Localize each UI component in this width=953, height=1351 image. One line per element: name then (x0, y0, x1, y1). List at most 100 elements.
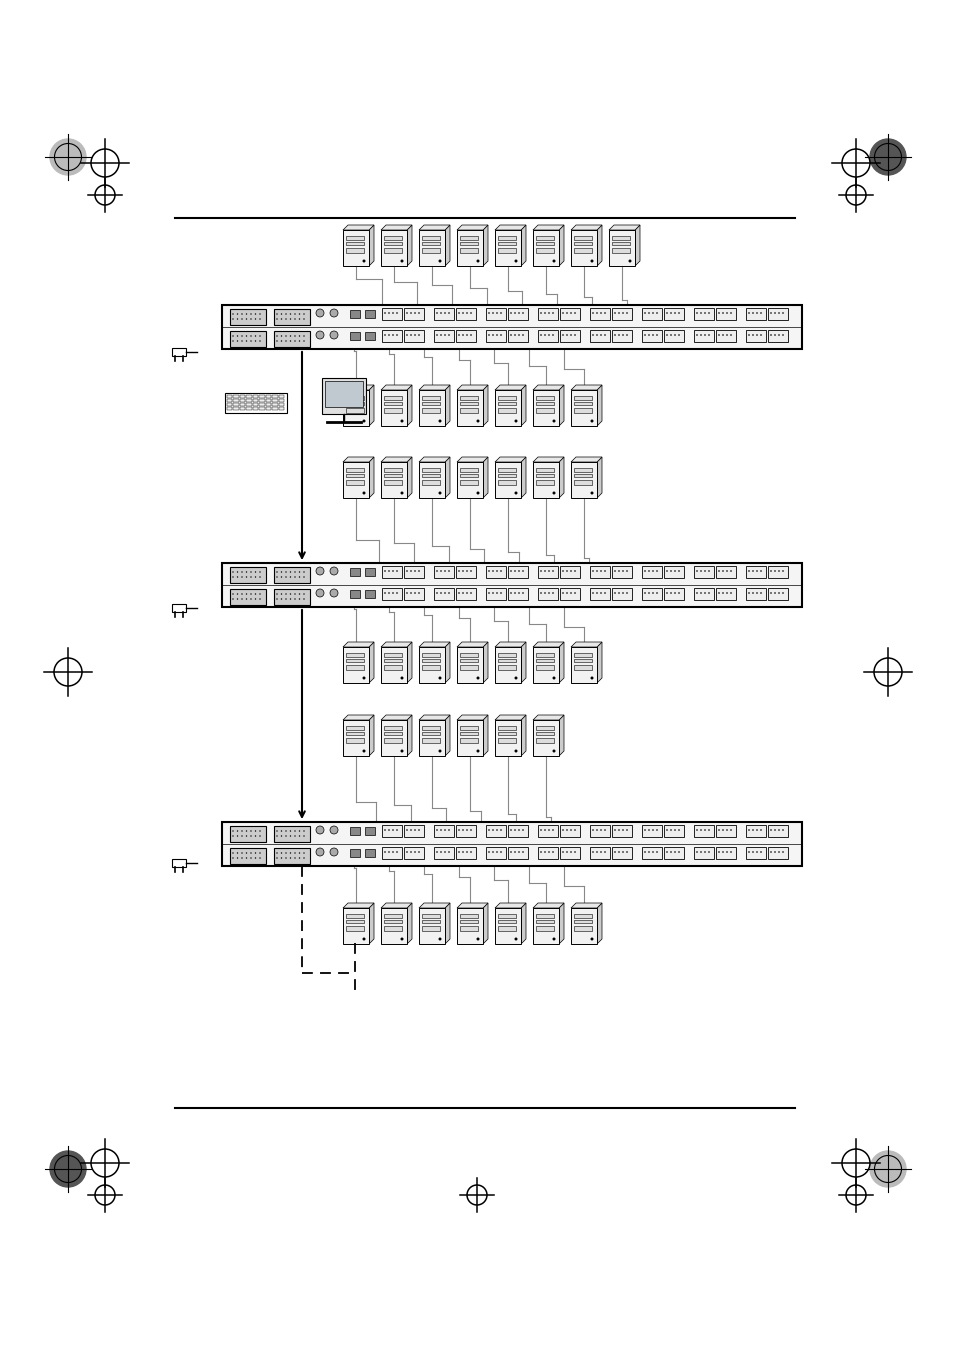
Circle shape (774, 312, 775, 313)
Circle shape (50, 1151, 86, 1188)
Bar (322, 378, 366, 413)
Bar (589, 566, 609, 578)
Bar (346, 403, 364, 405)
Bar (403, 566, 423, 578)
Circle shape (236, 593, 238, 594)
Circle shape (303, 598, 304, 600)
Bar (274, 309, 310, 326)
Circle shape (298, 852, 300, 854)
Circle shape (496, 334, 497, 336)
Circle shape (298, 598, 300, 600)
Circle shape (592, 830, 593, 831)
Polygon shape (520, 715, 525, 757)
Circle shape (665, 592, 667, 594)
Bar (745, 330, 765, 342)
Bar (574, 403, 592, 405)
Bar (459, 242, 477, 245)
Circle shape (290, 593, 291, 594)
Polygon shape (456, 385, 488, 390)
Circle shape (315, 567, 324, 576)
Bar (536, 474, 554, 477)
Circle shape (241, 835, 242, 836)
Bar (384, 920, 401, 923)
Bar (240, 399, 245, 403)
Circle shape (774, 851, 775, 852)
Circle shape (647, 334, 649, 336)
Bar (421, 653, 439, 657)
Bar (222, 563, 801, 607)
Bar (421, 738, 439, 743)
Circle shape (751, 830, 753, 831)
Bar (253, 399, 258, 403)
Bar (533, 720, 558, 757)
Bar (571, 390, 597, 426)
Bar (343, 720, 369, 757)
Circle shape (236, 571, 238, 573)
Bar (641, 825, 661, 838)
Bar (693, 566, 713, 578)
Polygon shape (444, 385, 450, 426)
Circle shape (276, 835, 277, 836)
Circle shape (574, 570, 576, 571)
Circle shape (259, 313, 260, 315)
Circle shape (476, 259, 479, 262)
Circle shape (721, 851, 723, 852)
Bar (418, 647, 444, 684)
Circle shape (241, 319, 242, 320)
Circle shape (643, 592, 645, 594)
Circle shape (400, 420, 403, 423)
Polygon shape (482, 902, 488, 944)
Bar (384, 653, 401, 657)
Bar (343, 462, 369, 499)
Circle shape (721, 312, 723, 313)
Circle shape (417, 592, 419, 594)
Bar (273, 399, 277, 403)
Bar (456, 230, 482, 266)
Circle shape (561, 570, 563, 571)
Circle shape (703, 592, 705, 594)
Circle shape (774, 570, 775, 571)
Circle shape (388, 851, 390, 852)
Bar (434, 825, 454, 838)
Circle shape (470, 592, 472, 594)
Polygon shape (495, 902, 525, 908)
Circle shape (384, 334, 385, 336)
Circle shape (552, 750, 555, 753)
Polygon shape (380, 457, 412, 462)
Circle shape (760, 830, 761, 831)
Circle shape (561, 592, 563, 594)
Bar (745, 566, 765, 578)
Bar (456, 647, 482, 684)
Bar (612, 242, 629, 245)
Circle shape (869, 139, 905, 176)
Circle shape (298, 831, 300, 832)
Circle shape (470, 851, 472, 852)
Bar (421, 665, 439, 670)
Circle shape (290, 831, 291, 832)
Circle shape (303, 852, 304, 854)
Bar (421, 480, 439, 485)
Circle shape (285, 313, 287, 315)
Bar (365, 309, 375, 317)
Circle shape (436, 312, 437, 313)
Circle shape (707, 334, 709, 336)
Bar (346, 725, 364, 730)
Bar (421, 408, 439, 413)
Bar (574, 467, 592, 471)
Circle shape (448, 830, 449, 831)
Polygon shape (520, 226, 525, 266)
Circle shape (285, 852, 287, 854)
Circle shape (548, 334, 549, 336)
Polygon shape (369, 457, 374, 499)
Circle shape (496, 851, 497, 852)
Bar (350, 567, 359, 576)
Circle shape (241, 571, 242, 573)
Bar (240, 394, 245, 399)
Circle shape (444, 312, 445, 313)
Bar (507, 825, 527, 838)
Circle shape (574, 334, 576, 336)
Bar (767, 330, 787, 342)
Circle shape (303, 340, 304, 342)
Bar (365, 567, 375, 576)
Circle shape (285, 598, 287, 600)
